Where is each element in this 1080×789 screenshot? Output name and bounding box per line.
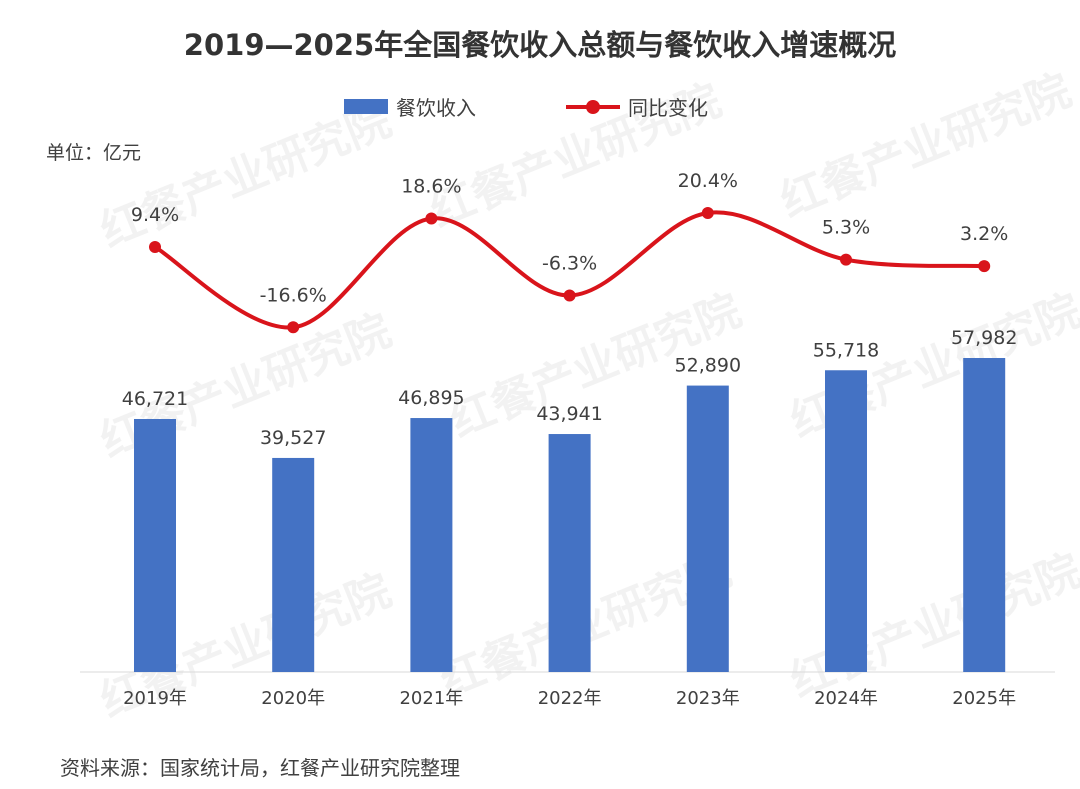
line-point [287,321,300,334]
bar-value-label: 46,895 [398,387,464,409]
bar [134,418,176,672]
line-value-label: 3.2% [960,223,1008,245]
x-tick-label: 2025年 [952,688,1016,709]
x-tick-label: 2021年 [399,688,463,709]
line-value-label: 18.6% [401,176,461,198]
x-tick-label: 2020年 [261,688,325,709]
line-point [149,240,161,253]
bar-value-label: 55,718 [813,339,879,361]
line-value-label: -6.3% [542,252,597,274]
legend-line-swatch [566,99,620,114]
bar-value-label: 57,982 [951,327,1017,349]
line-value-label: 20.4% [678,170,738,192]
bar [410,418,453,672]
unit-label: 单位：亿元 [46,142,142,164]
line-value-label: -16.6% [260,284,327,306]
bar-value-label: 43,941 [536,403,602,425]
legend-line-label: 同比变化 [628,96,708,120]
line-point [425,212,438,225]
legend-bar-label: 餐饮收入 [396,96,476,120]
bar [825,370,867,672]
bar-value-label: 52,890 [675,355,741,377]
line-point [978,260,991,273]
bar [548,434,591,672]
source-note: 资料来源：国家统计局，红餐产业研究院整理 [60,756,460,780]
bar [272,457,315,672]
line-point [840,253,852,266]
x-tick-label: 2024年 [814,688,878,709]
bar-value-label: 46,721 [122,388,188,410]
x-tick-label: 2022年 [538,688,602,709]
line-point [701,206,714,219]
legend-bar-swatch [344,99,388,114]
bar-value-label: 39,527 [260,427,326,449]
x-tick-label: 2019年 [123,688,187,709]
line-value-label: 5.3% [822,217,870,239]
bar [963,358,1006,672]
bar [686,385,729,672]
line-point [563,289,576,302]
legend: 餐饮收入 同比变化 [344,92,708,121]
line-value-label: 9.4% [131,204,179,226]
chart-title: 2019—2025年全国餐饮收入总额与餐饮收入增速概况 [183,28,897,62]
x-tick-label: 2023年 [676,688,740,709]
